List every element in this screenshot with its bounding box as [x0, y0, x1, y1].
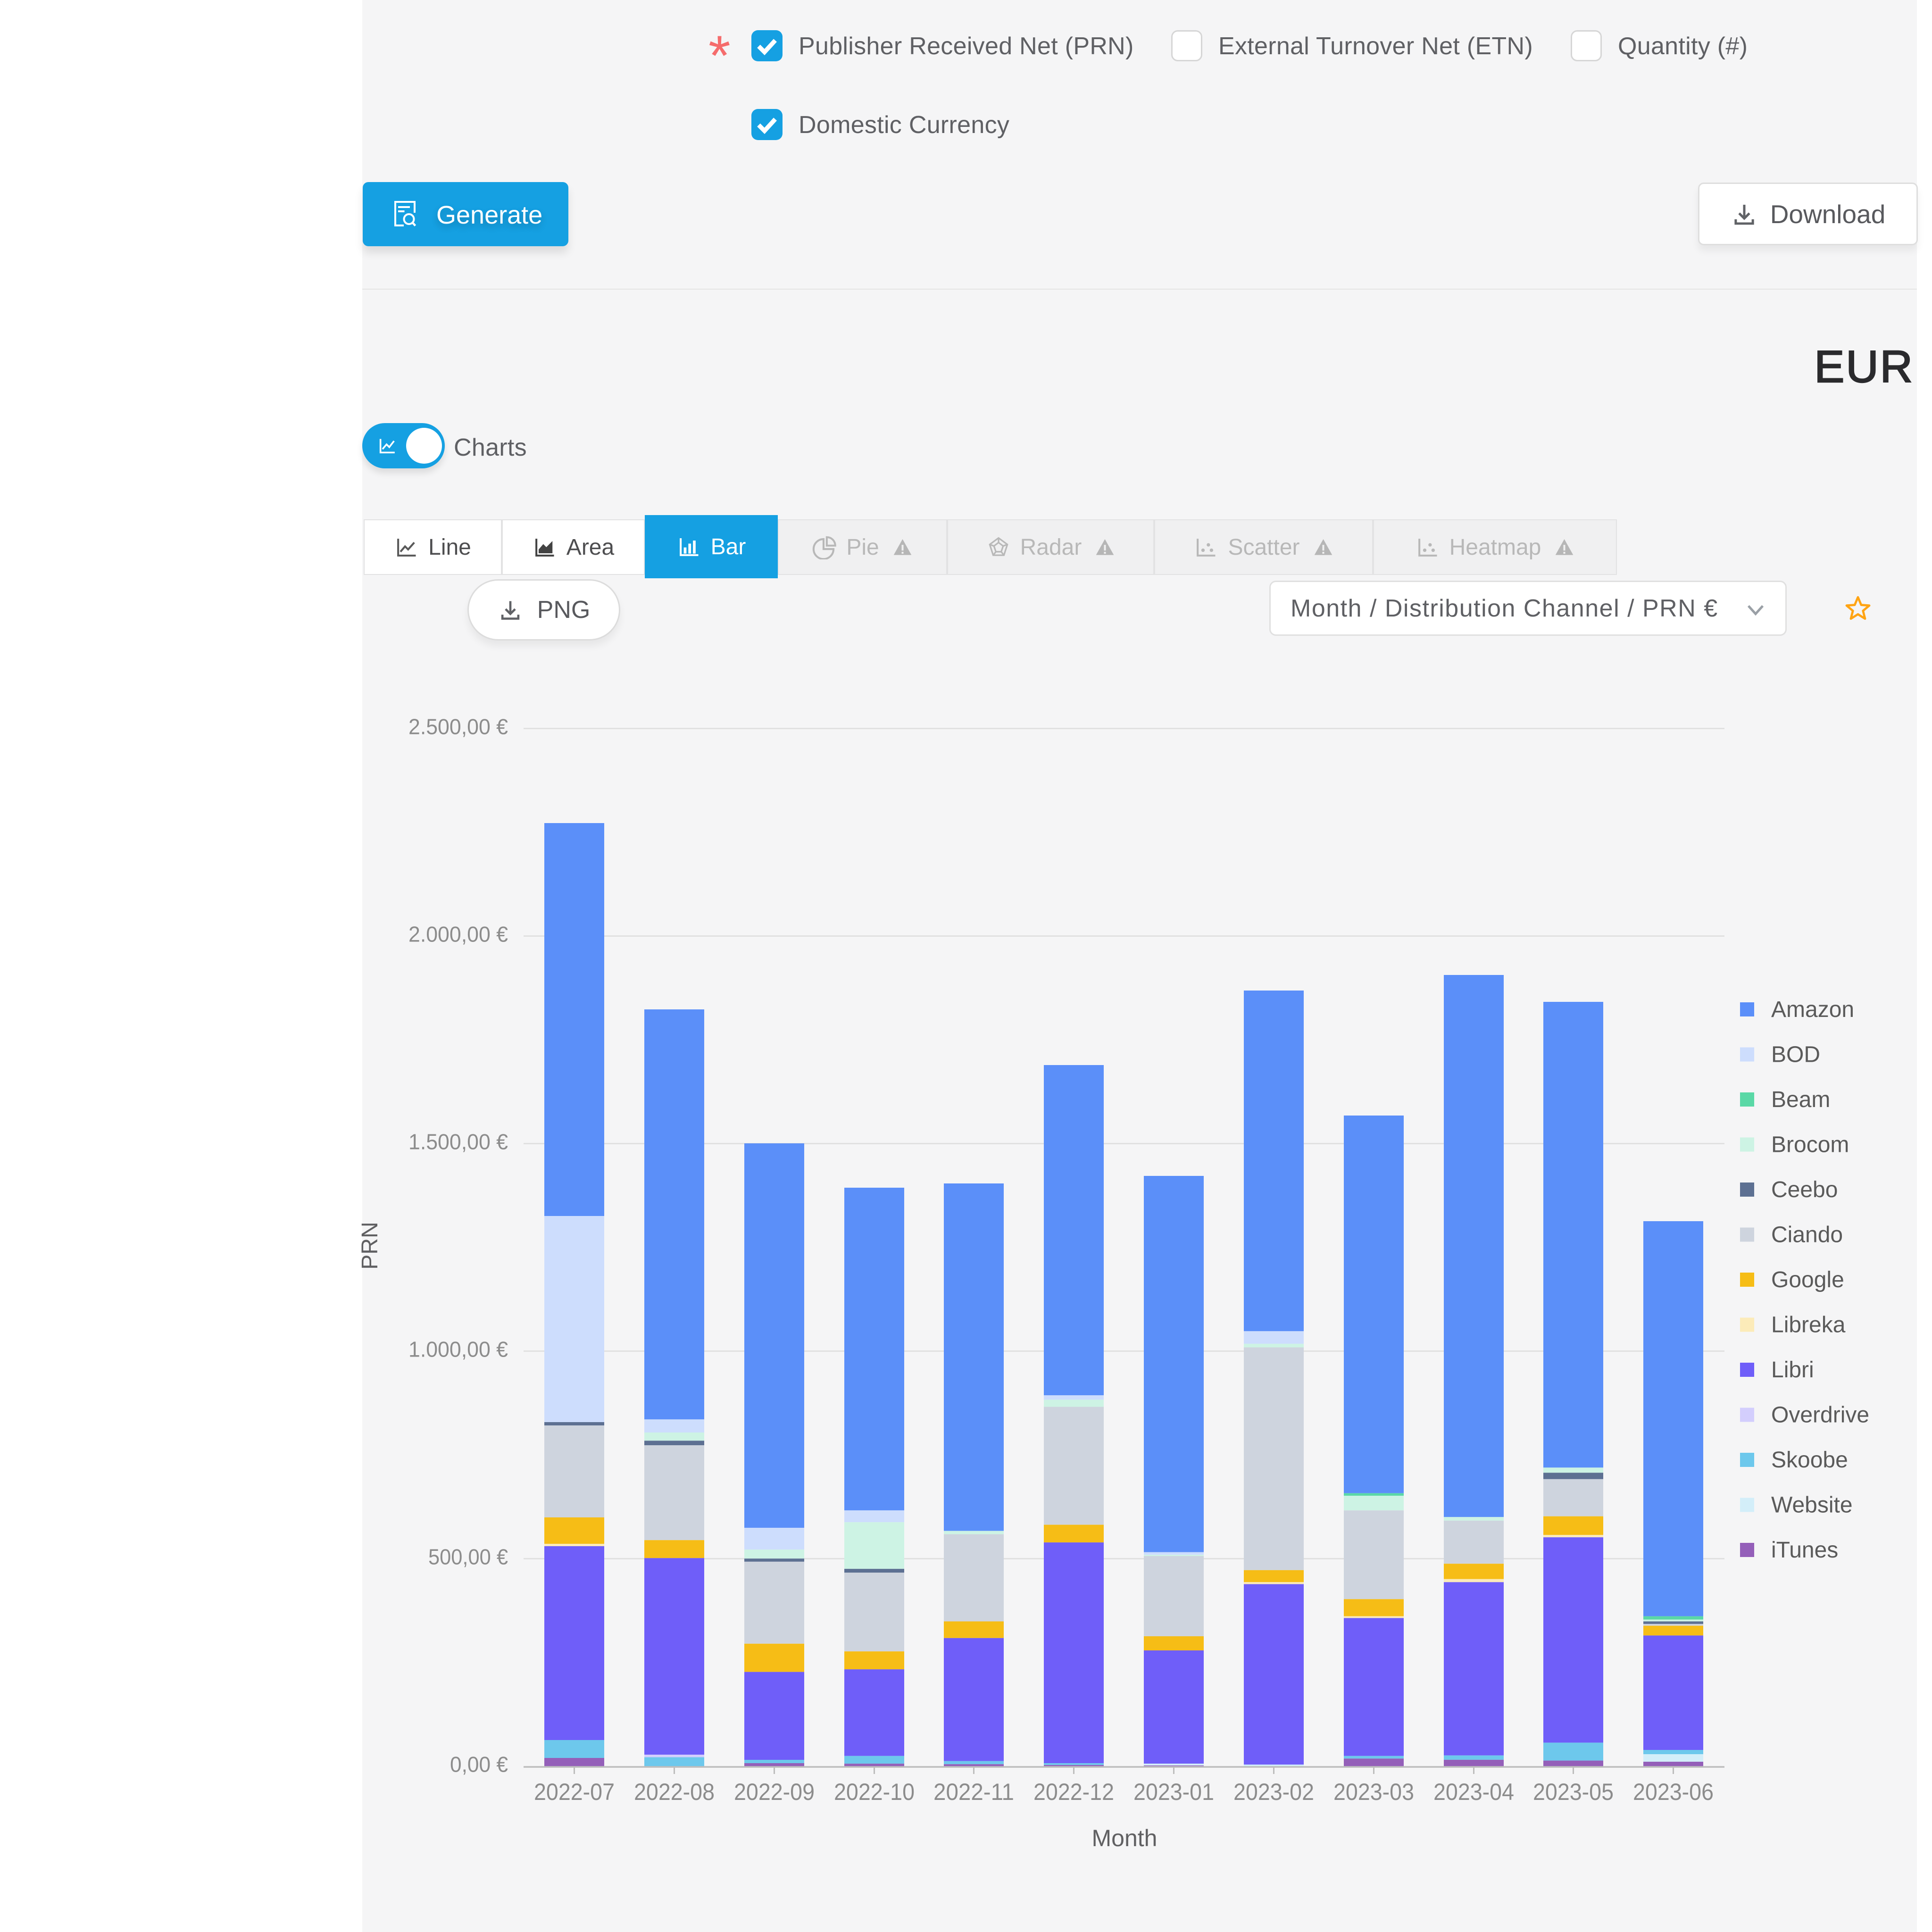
svg-text:Skoobe: Skoobe	[1771, 1448, 1848, 1473]
svg-text:Amazon: Amazon	[1771, 997, 1854, 1022]
svg-text:1.000,00 €: 1.000,00 €	[408, 1337, 508, 1362]
svg-text:2023-01: 2023-01	[1133, 1779, 1214, 1805]
svg-text:2022-09: 2022-09	[734, 1779, 815, 1805]
svg-text:2022-07: 2022-07	[534, 1779, 615, 1805]
svg-text:PRN: PRN	[358, 1222, 383, 1269]
svg-text:Libreka: Libreka	[1771, 1313, 1846, 1338]
svg-text:2022-10: 2022-10	[834, 1779, 915, 1805]
svg-text:Brocom: Brocom	[1771, 1133, 1849, 1158]
svg-text:BOD: BOD	[1771, 1042, 1820, 1067]
svg-text:2022-11: 2022-11	[933, 1779, 1014, 1805]
svg-text:2023-02: 2023-02	[1233, 1779, 1314, 1805]
svg-text:Ciando: Ciando	[1771, 1223, 1843, 1248]
svg-text:2.000,00 €: 2.000,00 €	[408, 922, 508, 947]
svg-text:Month: Month	[1092, 1825, 1158, 1851]
svg-text:2.500,00 €: 2.500,00 €	[408, 715, 508, 739]
svg-text:2022-08: 2022-08	[634, 1779, 715, 1805]
svg-text:Beam: Beam	[1771, 1087, 1830, 1112]
svg-text:1.500,00 €: 1.500,00 €	[408, 1130, 508, 1154]
svg-text:2023-06: 2023-06	[1633, 1779, 1714, 1805]
svg-text:2023-04: 2023-04	[1433, 1779, 1514, 1805]
svg-text:0,00 €: 0,00 €	[450, 1752, 508, 1777]
svg-text:iTunes: iTunes	[1771, 1538, 1838, 1563]
svg-text:Overdrive: Overdrive	[1771, 1403, 1869, 1428]
svg-text:2023-03: 2023-03	[1333, 1779, 1414, 1805]
svg-text:500,00 €: 500,00 €	[428, 1545, 508, 1569]
svg-text:Libri: Libri	[1771, 1357, 1814, 1382]
svg-text:Google: Google	[1771, 1267, 1844, 1292]
svg-text:2023-05: 2023-05	[1533, 1779, 1614, 1805]
svg-text:Ceebo: Ceebo	[1771, 1177, 1838, 1202]
svg-text:Website: Website	[1771, 1493, 1853, 1518]
svg-text:2022-12: 2022-12	[1033, 1779, 1114, 1805]
